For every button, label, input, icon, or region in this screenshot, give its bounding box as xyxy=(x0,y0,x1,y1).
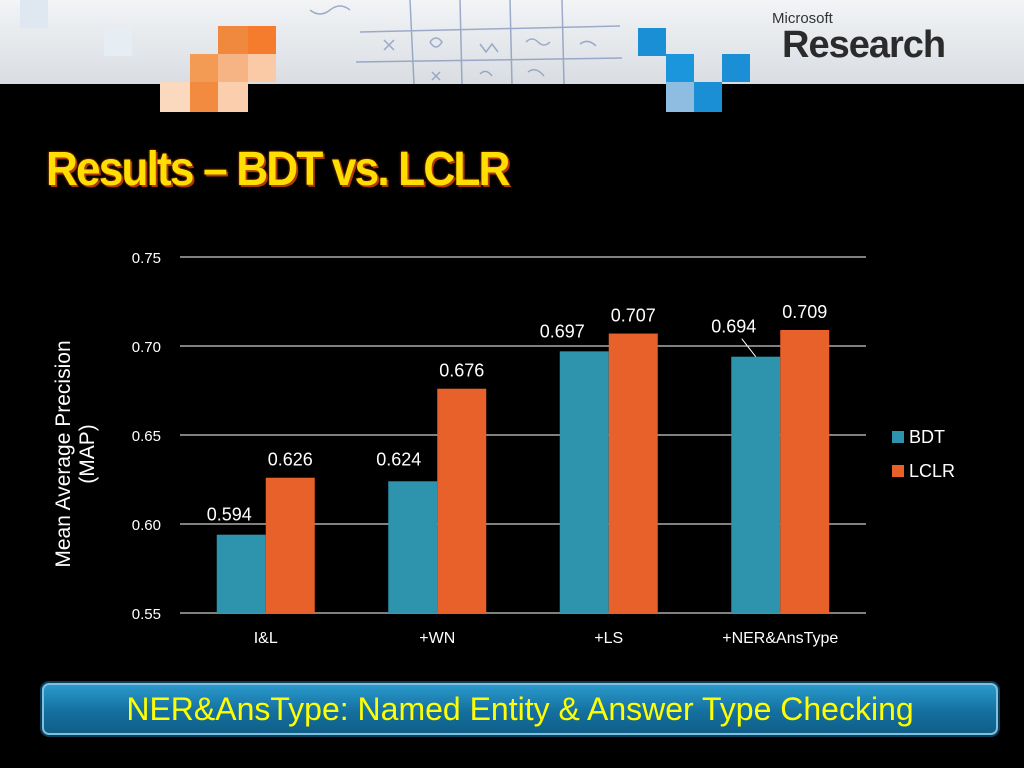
legend-label-lclr: LCLR xyxy=(909,460,956,481)
data-label: 0.697 xyxy=(540,321,585,341)
banner-strip xyxy=(0,84,1024,112)
chart-legend: BDT LCLR xyxy=(892,420,955,488)
sketch-decoration xyxy=(309,0,623,84)
banner-square xyxy=(694,82,722,112)
header-banner: Microsoft Research xyxy=(0,0,1024,112)
y-tick-label: 0.70 xyxy=(132,339,161,356)
bar-chart: 0.55 0.60 0.65 0.70 0.75 0.594 0.626 I&L 0.624 0.… xyxy=(132,250,866,647)
y-axis-title-line: Mean Average Precision xyxy=(52,340,75,568)
bar-lclr xyxy=(265,477,315,613)
legend-item-bdt: BDT xyxy=(892,420,955,454)
bar-lclr xyxy=(780,329,830,613)
legend-swatch-lclr xyxy=(892,465,904,477)
y-tick-label: 0.65 xyxy=(132,428,161,445)
y-tick-label: 0.75 xyxy=(132,250,161,267)
banner-square xyxy=(218,54,248,82)
banner-square xyxy=(218,82,248,112)
logo-microsoft-text: Microsoft xyxy=(772,10,833,27)
x-tick-label: +WN xyxy=(419,630,455,647)
y-tick-label: 0.60 xyxy=(132,517,161,534)
x-tick-label: I&L xyxy=(254,630,278,647)
banner-square xyxy=(218,26,248,54)
bar-bdt xyxy=(731,356,781,613)
data-label-leader xyxy=(741,338,757,357)
banner-square xyxy=(638,28,666,56)
bar-bdt xyxy=(388,481,438,613)
footer-text: NER&AnsType: Named Entity & Answer Type … xyxy=(126,690,914,727)
data-label: 0.626 xyxy=(268,450,313,470)
banner-square xyxy=(722,54,750,82)
data-label: 0.694 xyxy=(711,317,756,337)
y-axis-title-line: (MAP) xyxy=(76,424,99,484)
bar-lclr xyxy=(608,333,658,613)
banner-square xyxy=(190,82,218,112)
y-axis-title: Mean Average Precision (MAP) xyxy=(52,340,100,567)
banner-square xyxy=(160,82,190,112)
legend-swatch-bdt xyxy=(892,431,904,443)
data-label: 0.707 xyxy=(611,306,656,326)
y-tick-label: 0.55 xyxy=(132,606,161,623)
legend-item-lclr: LCLR xyxy=(892,454,955,488)
footer-callout: NER&AnsType: Named Entity & Answer Type … xyxy=(42,683,998,735)
x-tick-label: +NER&AnsType xyxy=(722,630,838,647)
banner-square xyxy=(666,82,694,112)
data-label: 0.624 xyxy=(376,449,421,469)
banner-square xyxy=(248,26,276,54)
banner-square xyxy=(20,0,48,28)
data-label: 0.709 xyxy=(782,302,827,322)
microsoft-research-logo: Microsoft Research xyxy=(772,6,972,70)
banner-square xyxy=(248,54,276,82)
banner-square xyxy=(666,54,694,82)
banner-square xyxy=(190,54,218,82)
x-tick-label: +LS xyxy=(594,630,623,647)
legend-label-bdt: BDT xyxy=(909,426,945,447)
data-label: 0.594 xyxy=(207,505,252,525)
slide-title: Results – BDT vs. LCLR xyxy=(46,143,510,196)
bar-bdt xyxy=(559,351,609,613)
bar-bdt xyxy=(216,534,266,613)
banner-square xyxy=(104,28,132,56)
bar-lclr xyxy=(437,388,487,613)
data-label: 0.676 xyxy=(439,361,484,381)
logo-research-text: Research xyxy=(782,24,946,66)
